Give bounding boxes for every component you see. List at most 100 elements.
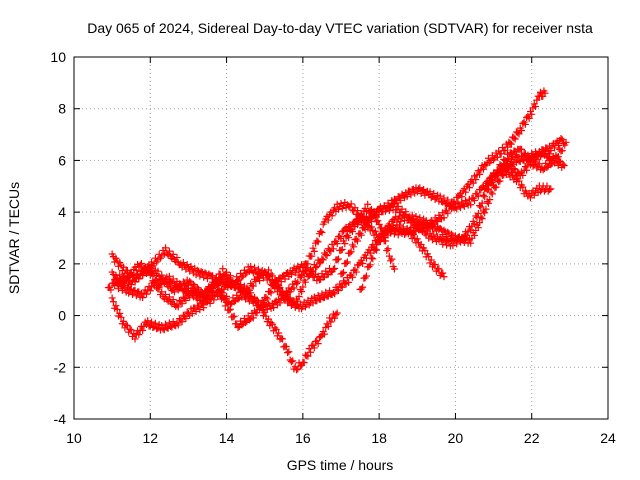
data-point (518, 126, 526, 134)
data-point (296, 273, 304, 281)
data-point (427, 256, 435, 264)
chart-title: Day 065 of 2024, Sidereal Day-to-day VTE… (87, 20, 593, 36)
data-point (253, 273, 261, 281)
data-point (242, 291, 250, 299)
data-point (329, 245, 337, 253)
data-point (448, 198, 456, 206)
data-point (354, 207, 362, 215)
data-point (558, 136, 566, 144)
data-point (267, 289, 275, 297)
data-point (457, 238, 465, 246)
data-point (338, 283, 346, 291)
data-point (431, 195, 439, 203)
data-point (488, 190, 496, 198)
data-point (476, 219, 484, 227)
data-point (160, 279, 168, 287)
data-point (463, 200, 471, 208)
data-point (174, 321, 182, 329)
data-point (317, 227, 325, 235)
data-point (318, 255, 326, 263)
data-point (533, 96, 541, 104)
data-point (525, 114, 533, 122)
data-point (364, 222, 372, 230)
data-point (554, 141, 562, 149)
data-point (476, 170, 484, 178)
data-point (357, 285, 365, 293)
data-point (295, 267, 303, 275)
data-point (308, 252, 316, 260)
data-point (357, 231, 365, 239)
data-point (259, 274, 267, 282)
data-point (493, 167, 501, 175)
data-point (238, 273, 246, 281)
data-point (158, 271, 166, 279)
data-point (547, 185, 555, 193)
data-point (479, 165, 487, 173)
data-point (322, 251, 330, 259)
data-point (285, 295, 293, 303)
data-point (169, 296, 177, 304)
data-point (462, 197, 470, 205)
data-point (226, 305, 234, 313)
data-point (361, 225, 369, 233)
data-point (462, 235, 470, 243)
data-point (219, 293, 227, 301)
data-point (158, 288, 166, 296)
data-point (498, 163, 506, 171)
data-point (151, 319, 159, 327)
data-point (486, 196, 494, 204)
data-point (546, 185, 554, 193)
data-point (467, 201, 475, 209)
data-point (276, 299, 284, 307)
data-point (140, 264, 148, 272)
data-point (449, 242, 457, 250)
data-point (495, 168, 503, 176)
data-point (162, 244, 170, 252)
data-point (359, 213, 367, 221)
data-point (117, 313, 125, 321)
data-point (279, 335, 287, 343)
data-point (329, 265, 337, 273)
data-point (484, 181, 492, 189)
data-point (282, 291, 290, 299)
data-point (256, 277, 264, 285)
data-point (131, 278, 139, 286)
data-point (155, 283, 163, 291)
data-point (465, 184, 473, 192)
data-point (507, 169, 515, 177)
data-point (262, 294, 270, 302)
data-point (444, 228, 452, 236)
data-point (523, 166, 531, 174)
data-point (234, 276, 242, 284)
data-point (440, 226, 448, 234)
data-point (249, 314, 257, 322)
data-point (366, 206, 374, 214)
data-point (162, 290, 170, 298)
data-point (462, 188, 470, 196)
data-point (347, 248, 355, 256)
data-point (190, 280, 198, 288)
data-point (268, 320, 276, 328)
data-point (209, 272, 217, 280)
data-point (318, 290, 326, 298)
data-point (319, 256, 327, 264)
data-point (272, 278, 280, 286)
data-point (440, 194, 448, 202)
data-point (426, 229, 434, 237)
data-point (444, 209, 452, 217)
data-point (519, 183, 527, 191)
data-point (163, 324, 171, 332)
data-point (507, 140, 515, 148)
data-point (333, 309, 341, 317)
data-point (408, 211, 416, 219)
data-point (352, 268, 360, 276)
data-point (478, 215, 486, 223)
x-axis-label: GPS time / hours (287, 457, 394, 473)
data-point (320, 330, 328, 338)
data-point (521, 150, 529, 158)
data-point (135, 275, 143, 283)
data-point (555, 157, 563, 165)
data-point (182, 296, 190, 304)
y-tick-label: -2 (54, 359, 67, 375)
data-point (219, 265, 227, 273)
